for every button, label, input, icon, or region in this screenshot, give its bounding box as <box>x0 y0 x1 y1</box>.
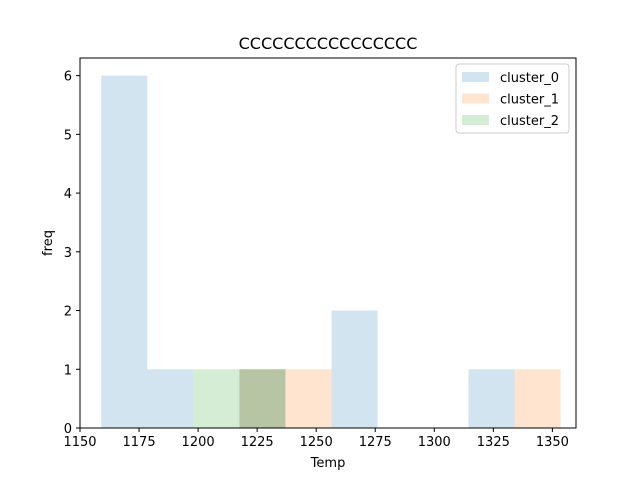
chart-title: CCCCCCCCCCCCCCCC <box>239 34 418 53</box>
legend-swatch-cluster_2 <box>462 115 489 125</box>
legend-label-cluster_2: cluster_2 <box>500 114 559 129</box>
x-tick-label-1275: 1275 <box>359 435 392 450</box>
bar-cluster_0-3 <box>331 310 378 428</box>
y-tick-label-1: 1 <box>64 363 72 378</box>
bar-cluster_0-0 <box>101 75 148 428</box>
x-tick-label-1200: 1200 <box>182 435 215 450</box>
bar-cluster_0-2 <box>239 369 286 428</box>
y-tick-label-2: 2 <box>64 305 72 320</box>
x-tick-label-1225: 1225 <box>241 435 274 450</box>
y-tick-label-5: 5 <box>64 128 72 143</box>
legend-box <box>455 63 570 134</box>
bar-cluster_1-2 <box>514 369 561 428</box>
y-tick-label-6: 6 <box>64 70 72 85</box>
bar-cluster_0-4 <box>468 369 515 428</box>
x-tick-label-1350: 1350 <box>536 435 569 450</box>
axes-layer <box>79 57 577 429</box>
x-tick-label-1250: 1250 <box>300 435 333 450</box>
y-tick-label-3: 3 <box>64 246 72 261</box>
legend-swatch-cluster_0 <box>462 72 489 82</box>
bars-layer <box>101 75 561 428</box>
bar-cluster_2-1 <box>239 369 286 428</box>
x-tick-label-1175: 1175 <box>123 435 156 450</box>
bar-cluster_0-1 <box>147 369 194 428</box>
y-tick-label-4: 4 <box>64 187 72 202</box>
legend: cluster_0 cluster_1 cluster_2 <box>455 63 570 134</box>
y-axis-label: freq <box>41 230 56 256</box>
ticks-layer: 1150 1175 1200 1225 1250 1275 1300 1325 1350 0 1 2 3… <box>63 70 568 450</box>
bar-cluster_1-0 <box>239 369 286 428</box>
legend-swatch-cluster_1 <box>462 93 489 104</box>
x-tick-label-1150: 1150 <box>63 435 96 450</box>
x-tick-label-1325: 1325 <box>477 435 510 450</box>
x-axis-label: Temp <box>310 456 346 471</box>
legend-label-cluster_0: cluster_0 <box>500 71 559 86</box>
y-tick-label-0: 0 <box>64 422 72 437</box>
bar-cluster_1-1 <box>285 369 332 428</box>
plot-frame <box>79 57 577 429</box>
bar-cluster_2-0 <box>193 369 240 428</box>
legend-label-cluster_1: cluster_1 <box>500 93 559 108</box>
x-tick-label-1300: 1300 <box>418 435 451 450</box>
